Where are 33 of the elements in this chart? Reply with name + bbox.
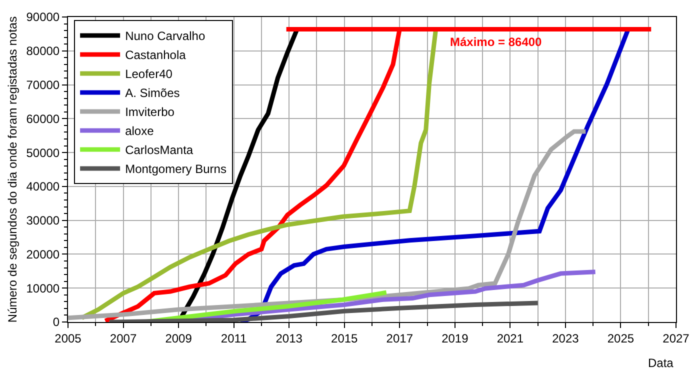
legend-label: CarlosManta	[125, 143, 194, 158]
x-tick-label: 2017	[386, 331, 414, 346]
x-tick-label: 2023	[552, 331, 580, 346]
x-tick-label: 2013	[276, 331, 303, 346]
annotation: Máximo = 86400	[450, 35, 542, 49]
x-tick-label: 2005	[54, 331, 82, 346]
y-tick-label: 90000	[26, 10, 60, 24]
legend-label: A. Simões	[125, 86, 180, 100]
x-tick-label: 2027	[662, 331, 690, 346]
x-tick-label: 2025	[607, 331, 634, 346]
y-tick-label: 20000	[26, 247, 60, 262]
x-tick-label: 2011	[220, 331, 248, 346]
y-tick-label: 40000	[26, 180, 60, 194]
y-tick-label: 60000	[26, 112, 60, 126]
x-tick-label: 2021	[496, 331, 524, 346]
y-tick-label: 10000	[26, 281, 60, 296]
y-tick-label: 50000	[26, 146, 60, 160]
x-tick-label: 2007	[110, 331, 137, 346]
legend-label: aloxe	[125, 124, 154, 138]
y-tick-label: 80000	[26, 44, 60, 58]
y-axis-title: Número de segundos do dia onde foram registadas notas	[6, 16, 20, 323]
x-tick-label: 2009	[165, 331, 192, 346]
x-tick-label: 2019	[442, 331, 469, 346]
legend-label: Nuno Carvalho	[125, 29, 206, 44]
y-tick-label: 0	[52, 315, 60, 330]
y-tick-label: 70000	[26, 78, 60, 92]
x-tick-label: 2015	[331, 331, 358, 346]
legend-label: Leofer40	[125, 67, 173, 82]
legend-label: Castanhola	[125, 48, 186, 62]
legend-label: Montgomery Burns	[125, 162, 226, 176]
x-axis-title: Data	[648, 356, 674, 368]
legend-label: Imviterbo	[125, 105, 175, 120]
y-tick-label: 30000	[26, 214, 60, 228]
